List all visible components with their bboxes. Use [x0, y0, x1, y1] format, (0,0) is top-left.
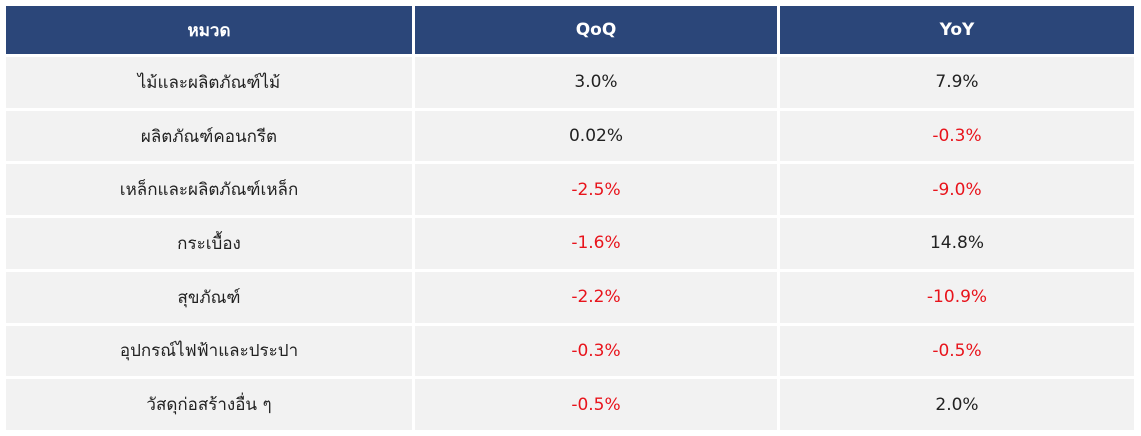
yoy-cell: 2.0% [780, 379, 1134, 430]
category-cell: ผลิตภัณฑ์คอนกรีต [6, 110, 412, 162]
yoy-cell: 7.9% [780, 57, 1134, 108]
qoq-cell: -0.3% [415, 325, 777, 377]
table-row: สุขภัณฑ์ -2.2% -10.9% [6, 271, 1134, 323]
qoq-cell: -0.5% [415, 379, 777, 430]
construction-materials-table: หมวด QoQ YoY ไม้และผลิตภัณฑ์ไม้ 3.0% 7.9… [3, 3, 1137, 433]
category-cell: กระเบื้อง [6, 218, 412, 269]
qoq-cell: 0.02% [415, 110, 777, 162]
category-cell: ไม้และผลิตภัณฑ์ไม้ [6, 57, 412, 108]
qoq-cell: 3.0% [415, 57, 777, 108]
qoq-cell: -2.2% [415, 271, 777, 323]
yoy-cell: -0.3% [780, 110, 1134, 162]
table-row: ไม้และผลิตภัณฑ์ไม้ 3.0% 7.9% [6, 57, 1134, 108]
category-cell: เหล็กและผลิตภัณฑ์เหล็ก [6, 164, 412, 216]
qoq-cell: -2.5% [415, 164, 777, 216]
category-cell: สุขภัณฑ์ [6, 271, 412, 323]
yoy-cell: -0.5% [780, 325, 1134, 377]
header-yoy: YoY [780, 6, 1134, 54]
table-header-row: หมวด QoQ YoY [6, 6, 1134, 54]
table-row: วัสดุก่อสร้างอื่น ๆ -0.5% 2.0% [6, 379, 1134, 430]
category-cell: วัสดุก่อสร้างอื่น ๆ [6, 379, 412, 430]
table-row: กระเบื้อง -1.6% 14.8% [6, 218, 1134, 269]
table-row: อุปกรณ์ไฟฟ้าและประปา -0.3% -0.5% [6, 325, 1134, 377]
table-row: เหล็กและผลิตภัณฑ์เหล็ก -2.5% -9.0% [6, 164, 1134, 216]
qoq-cell: -1.6% [415, 218, 777, 269]
yoy-cell: -10.9% [780, 271, 1134, 323]
header-category: หมวด [6, 6, 412, 54]
header-qoq: QoQ [415, 6, 777, 54]
yoy-cell: 14.8% [780, 218, 1134, 269]
yoy-cell: -9.0% [780, 164, 1134, 216]
category-cell: อุปกรณ์ไฟฟ้าและประปา [6, 325, 412, 377]
table-row: ผลิตภัณฑ์คอนกรีต 0.02% -0.3% [6, 110, 1134, 162]
